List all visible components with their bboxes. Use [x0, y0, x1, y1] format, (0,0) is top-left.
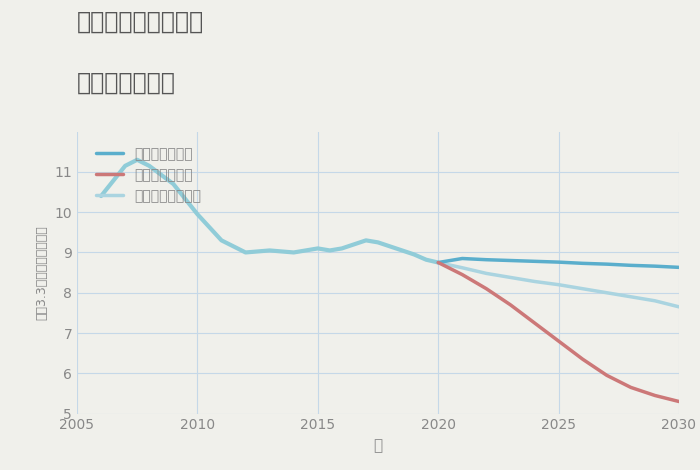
グッドシナリオ [482, 257, 491, 263]
Legend: グッドシナリオ, バッドシナリオ, ノーマルシナリオ: グッドシナリオ, バッドシナリオ, ノーマルシナリオ [90, 141, 207, 208]
Text: 岐阜県関市富之保の: 岐阜県関市富之保の [77, 9, 204, 33]
ノーマルシナリオ [651, 298, 659, 304]
グッドシナリオ [626, 263, 635, 268]
ノーマルシナリオ [506, 274, 514, 280]
バッドシナリオ [458, 272, 466, 277]
バッドシナリオ [531, 320, 539, 326]
バッドシナリオ [626, 384, 635, 390]
グッドシナリオ [458, 256, 466, 261]
グッドシナリオ [675, 265, 683, 270]
X-axis label: 年: 年 [373, 438, 383, 453]
Y-axis label: 坪（3.3㎡）単価（万円）: 坪（3.3㎡）単価（万円） [36, 225, 49, 320]
グッドシナリオ [603, 261, 611, 267]
グッドシナリオ [554, 259, 563, 265]
Line: グッドシナリオ: グッドシナリオ [438, 258, 679, 267]
ノーマルシナリオ [626, 294, 635, 299]
グッドシナリオ [578, 260, 587, 266]
グッドシナリオ [531, 258, 539, 264]
バッドシナリオ [506, 302, 514, 308]
ノーマルシナリオ [554, 282, 563, 288]
バッドシナリオ [434, 260, 442, 266]
グッドシナリオ [651, 263, 659, 269]
ノーマルシナリオ [434, 260, 442, 266]
ノーマルシナリオ [482, 271, 491, 276]
ノーマルシナリオ [675, 304, 683, 310]
バッドシナリオ [482, 286, 491, 291]
グッドシナリオ [434, 260, 442, 266]
Text: 土地の価格推移: 土地の価格推移 [77, 70, 176, 94]
ノーマルシナリオ [458, 265, 466, 271]
バッドシナリオ [603, 373, 611, 378]
バッドシナリオ [651, 392, 659, 398]
バッドシナリオ [675, 399, 683, 404]
Line: ノーマルシナリオ: ノーマルシナリオ [438, 263, 679, 307]
Line: バッドシナリオ: バッドシナリオ [438, 263, 679, 401]
ノーマルシナリオ [531, 279, 539, 284]
バッドシナリオ [554, 338, 563, 344]
バッドシナリオ [578, 356, 587, 362]
グッドシナリオ [506, 258, 514, 263]
ノーマルシナリオ [578, 286, 587, 291]
ノーマルシナリオ [603, 290, 611, 296]
